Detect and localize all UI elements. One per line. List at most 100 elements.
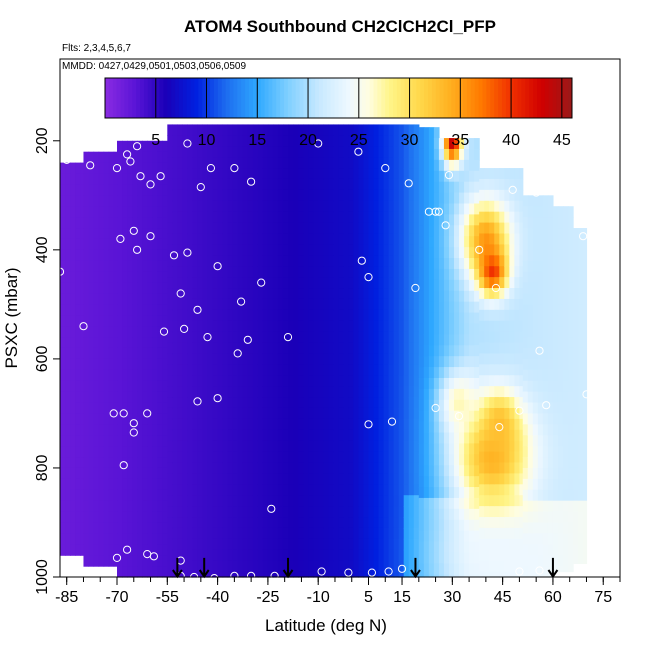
heat-cell: [75, 478, 81, 491]
heat-cell: [93, 282, 100, 295]
heat-cell: [172, 222, 178, 235]
heat-cell: [333, 517, 339, 529]
sample-point: [535, 566, 544, 575]
heat-cell: [65, 315, 71, 327]
heat-cell: [227, 157, 234, 169]
heat-cell: [197, 320, 204, 333]
heat-cell: [378, 397, 385, 409]
heat-cell: [469, 574, 475, 578]
heat-cell: [242, 495, 249, 507]
heat-cell: [413, 560, 420, 573]
heat-cell: [132, 413, 138, 425]
heat-cell: [167, 473, 173, 485]
heat-cell: [293, 168, 299, 180]
heat-cell: [443, 497, 450, 510]
heat-cell: [212, 168, 219, 180]
heat-cell: [368, 517, 375, 529]
heat-cell: [469, 443, 475, 455]
heat-cell: [479, 451, 485, 464]
heat-cell: [499, 429, 505, 442]
heat-cell: [527, 391, 534, 404]
sample-point: [237, 297, 246, 306]
heat-cell: [484, 440, 490, 453]
heat-cell: [388, 331, 395, 344]
heat-cell: [578, 337, 584, 349]
heat-cell: [438, 421, 445, 434]
heat-cell: [542, 206, 549, 218]
heat-cell: [262, 277, 269, 289]
heat-cell: [202, 168, 209, 180]
heat-cell: [348, 244, 355, 256]
heat-cell: [272, 560, 279, 573]
heat-cell: [393, 168, 400, 180]
heat-cell: [368, 211, 375, 224]
heat-cell: [75, 511, 81, 524]
heat-cell: [358, 320, 365, 333]
heat-cell: [267, 266, 274, 278]
heat-cell: [217, 255, 224, 267]
heat-cell: [378, 298, 385, 311]
heat-cell: [117, 478, 123, 491]
heat-cell: [222, 407, 229, 420]
heat-cell: [202, 288, 209, 300]
heat-cell: [303, 549, 309, 562]
heat-cell: [479, 189, 485, 202]
heat-cell: [489, 288, 495, 300]
heat-cell: [578, 533, 584, 545]
heat-cell: [313, 168, 319, 180]
heat-cell: [103, 424, 110, 436]
heat-cell: [454, 377, 460, 390]
heat-cell: [552, 293, 559, 305]
heat-cell: [368, 342, 375, 355]
heat-cell: [557, 544, 564, 556]
heat-cell: [162, 413, 168, 425]
heat-cell: [108, 380, 115, 393]
heat-cell: [182, 157, 189, 169]
heat-cell: [177, 200, 183, 213]
heat-cell: [448, 563, 455, 575]
heat-cell: [313, 288, 319, 300]
heat-cell: [122, 380, 128, 393]
heat-cell: [88, 457, 95, 469]
heat-cell: [514, 233, 520, 245]
heat-cell: [272, 266, 279, 278]
heat-cell: [212, 309, 219, 322]
heat-cell: [80, 249, 85, 262]
sample-point: [247, 177, 256, 186]
heat-cell: [187, 571, 194, 578]
heat-cell: [353, 549, 360, 562]
heat-cell: [433, 181, 440, 194]
heat-cell: [557, 249, 564, 262]
heat-cell: [353, 288, 360, 300]
heat-cell: [192, 320, 199, 333]
heat-cell: [187, 222, 194, 235]
heat-cell: [80, 522, 85, 534]
heat-cell: [167, 211, 173, 224]
heat-cell: [403, 560, 410, 573]
heat-cell: [358, 353, 365, 365]
heat-cell: [293, 211, 299, 224]
heat-cell: [433, 563, 440, 575]
heat-cell: [187, 331, 194, 344]
heat-cell: [152, 304, 158, 316]
heat-cell: [187, 473, 194, 485]
heat-cell: [333, 440, 339, 453]
heat-cell: [383, 397, 390, 409]
heat-cell: [464, 519, 470, 532]
heat-cell: [152, 151, 158, 164]
heat-cell: [103, 217, 110, 229]
heat-cell: [237, 386, 244, 398]
heat-cell: [308, 375, 314, 387]
heat-cell: [282, 560, 289, 573]
heat-cell: [504, 211, 510, 224]
heat-cell: [257, 527, 264, 540]
heat-cell: [448, 388, 455, 401]
sample-point: [270, 571, 279, 581]
heat-cell: [207, 146, 214, 158]
heat-cell: [293, 440, 299, 453]
heat-cell: [147, 555, 153, 567]
colorbar-cell: [525, 78, 530, 118]
heat-cell: [222, 484, 229, 496]
heat-cell: [398, 331, 405, 344]
heat-cell: [167, 429, 173, 442]
